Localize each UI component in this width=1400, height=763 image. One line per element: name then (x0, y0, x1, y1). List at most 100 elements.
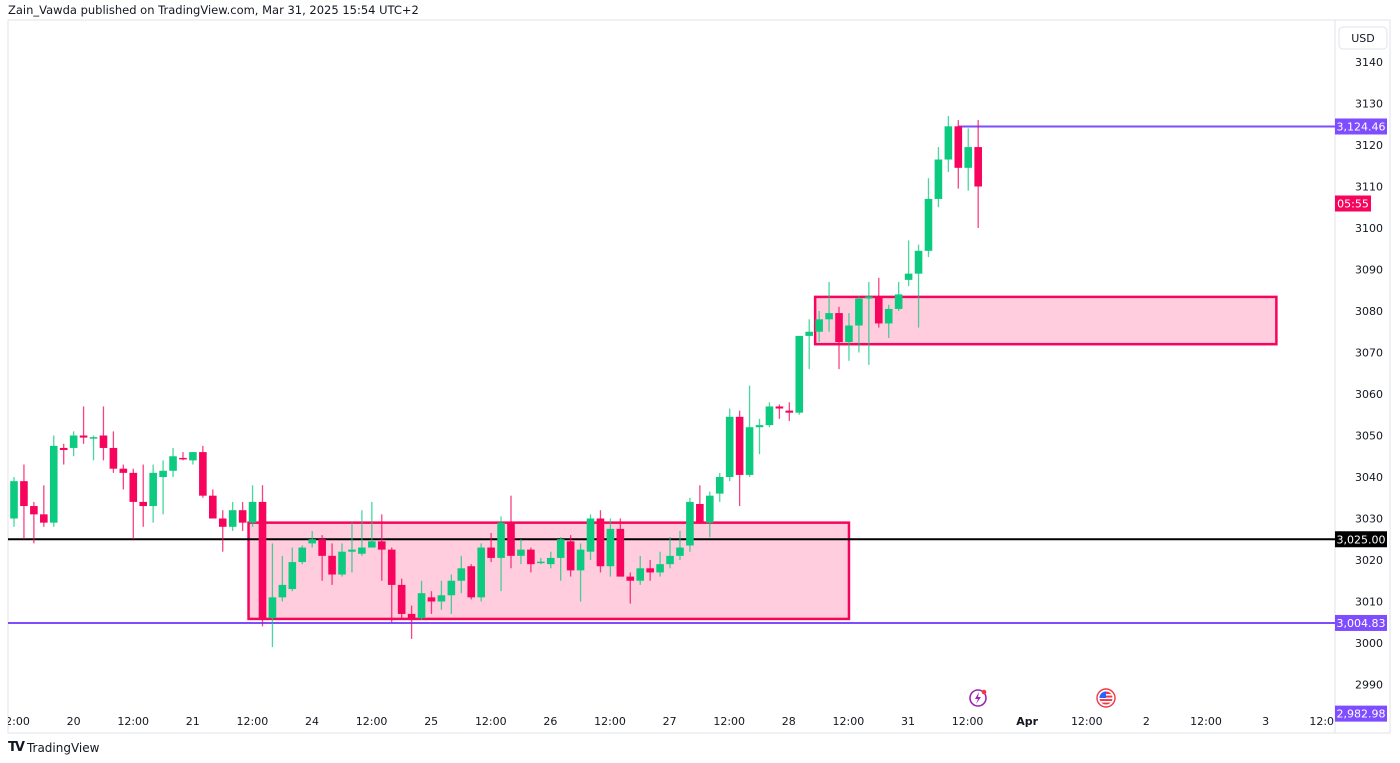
price-label-badge (1335, 705, 1387, 722)
candle-body (884, 308, 893, 324)
candle-body (258, 501, 267, 619)
candle-body (119, 468, 128, 473)
candle-body (745, 427, 754, 475)
time-axis[interactable]: 12:00 20 12:00 21 12:00 24 12:00 25 12:00 26 12:00… (0, 715, 1341, 728)
candle-body (715, 477, 724, 494)
candle-body (646, 568, 654, 573)
candle-body (30, 506, 38, 515)
candle-body (616, 528, 625, 577)
candle-body (189, 452, 197, 461)
brand-name: TradingView (26, 740, 100, 755)
price-axis[interactable]: 3140 3130 3120 3110 3100 3090 3080 3070 3060 3050… (1355, 56, 1383, 692)
candle-body (865, 296, 873, 299)
price-label-text: 3,025.00 (1337, 533, 1386, 546)
candle-body (725, 416, 734, 477)
time-tick-label: 25 (424, 715, 438, 728)
time-tick-label: 12:00 (594, 715, 626, 728)
candle-body (407, 613, 416, 619)
time-tick-label: 12:00 (1190, 715, 1222, 728)
candle-body (358, 547, 366, 554)
zones-layer (247, 295, 1278, 621)
candle-body (387, 549, 396, 585)
price-tick-label: 3060 (1355, 388, 1383, 401)
candle-body (507, 522, 515, 556)
time-tick-label: 12:00 (1071, 715, 1103, 728)
time-tick-label: 12:00 (713, 715, 745, 728)
price-tick-label: 3020 (1355, 554, 1383, 567)
time-tick-label: 26 (543, 715, 557, 728)
candle-body (427, 597, 436, 602)
candle-body (755, 425, 764, 428)
price-tick-label: 3080 (1355, 305, 1383, 318)
currency-button[interactable]: USD (1338, 26, 1388, 50)
candle-body (874, 296, 883, 324)
candle-body (109, 447, 118, 469)
tradingview-brand[interactable]: TV TradingView (8, 740, 99, 755)
horizontal-lines-layer (8, 125, 1335, 624)
candle-body (368, 541, 376, 548)
candle-body (377, 541, 386, 550)
time-tick-label: 12:00 (0, 715, 30, 728)
candle-body (855, 298, 863, 326)
time-tick-label: 28 (782, 715, 796, 728)
price-tick-label: 3120 (1355, 139, 1383, 152)
candle-body (894, 294, 903, 309)
countdown-badge (1335, 195, 1371, 212)
time-tick-label: 2 (1143, 715, 1150, 728)
candle-body (815, 319, 823, 332)
candle-body (467, 566, 476, 598)
candle-body (268, 597, 277, 619)
price-tick-label: 3140 (1355, 56, 1383, 69)
candle-body (457, 568, 466, 581)
candle-body (706, 495, 714, 523)
price-tick-label: 2990 (1355, 679, 1383, 692)
price-label-text: 3,124.46 (1337, 120, 1386, 133)
candle-body (49, 445, 58, 523)
candle-body (278, 584, 287, 598)
candle-body (20, 481, 28, 507)
candle-body (139, 501, 148, 507)
candle-body (626, 576, 635, 581)
time-tick-label: 12:00 (475, 715, 507, 728)
candle-body (606, 528, 615, 567)
time-tick-label: 27 (663, 715, 677, 728)
candle-body (417, 593, 426, 619)
lightning-event-icon[interactable] (969, 689, 987, 707)
candle-body (974, 147, 982, 187)
candle-body (477, 547, 485, 598)
candle-body (735, 416, 744, 475)
candle-body (566, 541, 575, 571)
time-tick-label: 12:00 (237, 715, 269, 728)
time-tick-label: 12:00 (117, 715, 149, 728)
time-tick-label: 24 (305, 715, 319, 728)
candle-body (537, 561, 545, 564)
price-tick-label: 3030 (1355, 513, 1383, 526)
publisher-header: Zain_Vawda published on TradingView.com,… (8, 3, 419, 17)
candle-body (318, 539, 326, 556)
time-tick-label: Apr (1016, 715, 1038, 728)
candle-body (914, 250, 923, 274)
candle-body (676, 547, 684, 556)
price-tick-label: 3050 (1355, 430, 1383, 443)
candle-body (835, 313, 843, 343)
supply-demand-zone (813, 295, 1278, 346)
candle-body (775, 406, 784, 409)
candle-body (954, 126, 963, 168)
price-labels-layer: 3,124.46 3,025.00 3,004.83 2,982.98 05:55 (1335, 118, 1387, 722)
candle-body (696, 503, 704, 523)
candle-body (10, 481, 18, 519)
tradingview-logo-icon: TV (8, 740, 25, 755)
candle-body (169, 456, 177, 471)
candle-body (825, 313, 833, 320)
candle-body (338, 551, 346, 575)
candle-body (397, 584, 406, 614)
candlestick-chart[interactable]: 3140313031203110310030903080307030603050… (0, 0, 1400, 740)
price-label-text: 3,004.83 (1337, 617, 1386, 630)
candle-body (556, 539, 565, 558)
candle-body (845, 325, 853, 343)
time-tick-label: 12:00 (833, 715, 865, 728)
us-flag-icon[interactable] (1096, 688, 1116, 708)
candle-body (527, 549, 535, 565)
candle-body (805, 331, 813, 336)
candle-body (79, 435, 88, 438)
